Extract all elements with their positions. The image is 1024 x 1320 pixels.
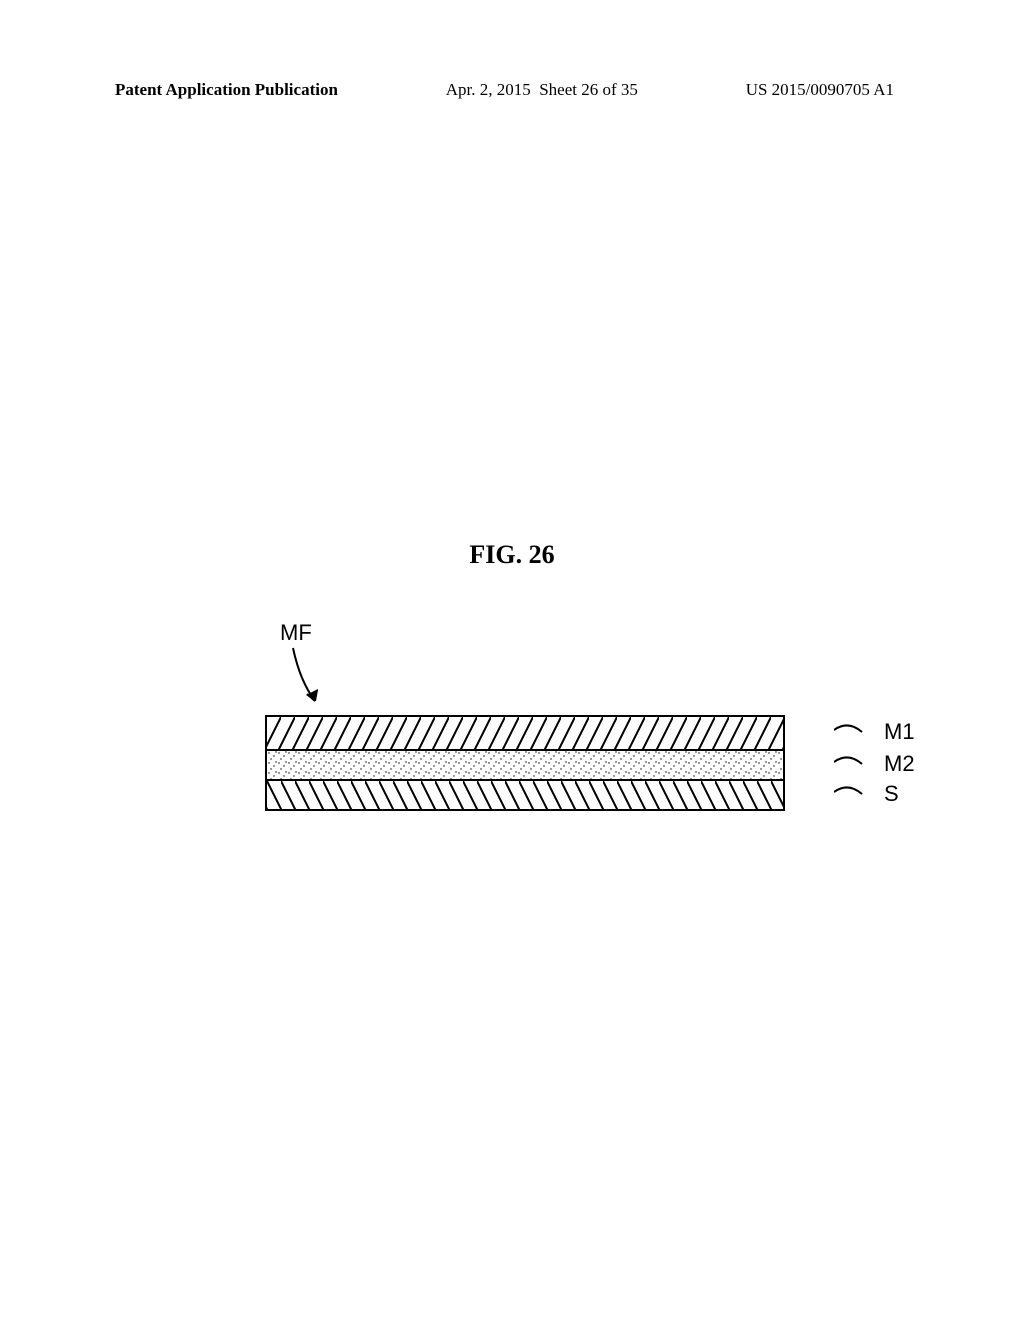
- figure-diagram: MF: [265, 620, 825, 820]
- header-publication: Patent Application Publication: [115, 80, 338, 100]
- layer-label-s: S: [834, 781, 899, 807]
- header-docnum: US 2015/0090705 A1: [746, 80, 894, 100]
- leader-arc-icon: [834, 784, 878, 804]
- layer-m2: [267, 749, 783, 779]
- leader-arc-icon: [834, 754, 878, 774]
- layer-s: [267, 779, 783, 809]
- header-date-sheet: Apr. 2, 2015 Sheet 26 of 35: [446, 80, 638, 100]
- layer-label-m1: M1: [834, 719, 915, 745]
- layer-label-m1-text: M1: [884, 719, 915, 745]
- leader-arc-icon: [834, 722, 878, 742]
- layer-m1: [267, 717, 783, 749]
- header-sheet: Sheet 26 of 35: [539, 80, 638, 99]
- layer-label-s-text: S: [884, 781, 899, 807]
- figure-title: FIG. 26: [0, 540, 1024, 570]
- structure-label-mf: MF: [280, 620, 312, 646]
- page-header: Patent Application Publication Apr. 2, 2…: [0, 80, 1024, 100]
- header-date: Apr. 2, 2015: [446, 80, 531, 99]
- leader-arrow-icon: [290, 646, 330, 716]
- layer-stack: [265, 715, 785, 811]
- layer-label-m2-text: M2: [884, 751, 915, 777]
- layer-label-m2: M2: [834, 751, 915, 777]
